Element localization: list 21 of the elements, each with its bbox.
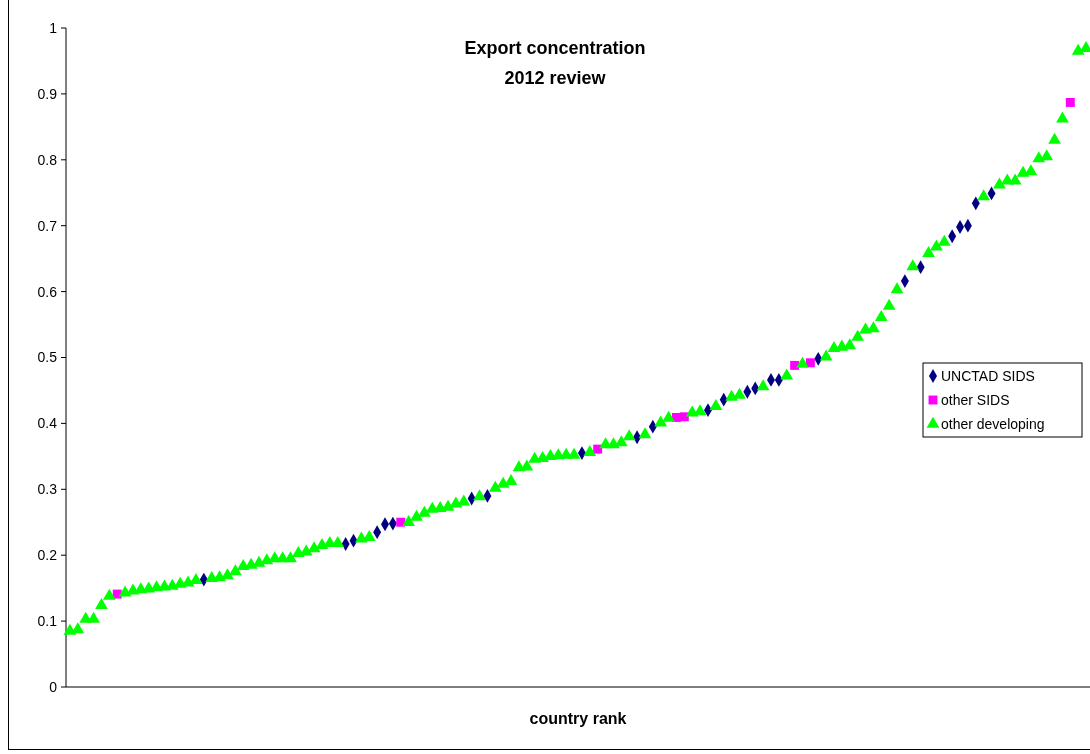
point [805, 358, 815, 368]
point [1065, 98, 1075, 107]
legend-label: UNCTAD SIDS [941, 367, 1035, 384]
y-tick-label: 0.3 [37, 481, 58, 498]
y-tick-label: 0.1 [37, 613, 58, 629]
text: Export concentration [464, 38, 646, 58]
y-tick-label: 0 [49, 678, 58, 695]
y-tick-label: 0.8 [37, 151, 58, 168]
point [790, 360, 800, 370]
legend-label: other SIDS [941, 391, 1010, 408]
text: 2012 review [504, 68, 607, 88]
y-tick-label: 0.6 [37, 283, 58, 300]
y-tick-label: 0.2 [37, 547, 58, 564]
y-tick-label: 0.5 [37, 349, 58, 366]
point [396, 517, 406, 527]
y-tick-label: 0.4 [37, 415, 58, 432]
y-tick-label: 0.9 [37, 85, 58, 102]
y-tick-label: 1 [49, 19, 58, 36]
x-axis-title: country rank [529, 710, 627, 727]
legend-label: other developing [941, 415, 1045, 432]
y-tick-label: 0.7 [37, 217, 58, 234]
